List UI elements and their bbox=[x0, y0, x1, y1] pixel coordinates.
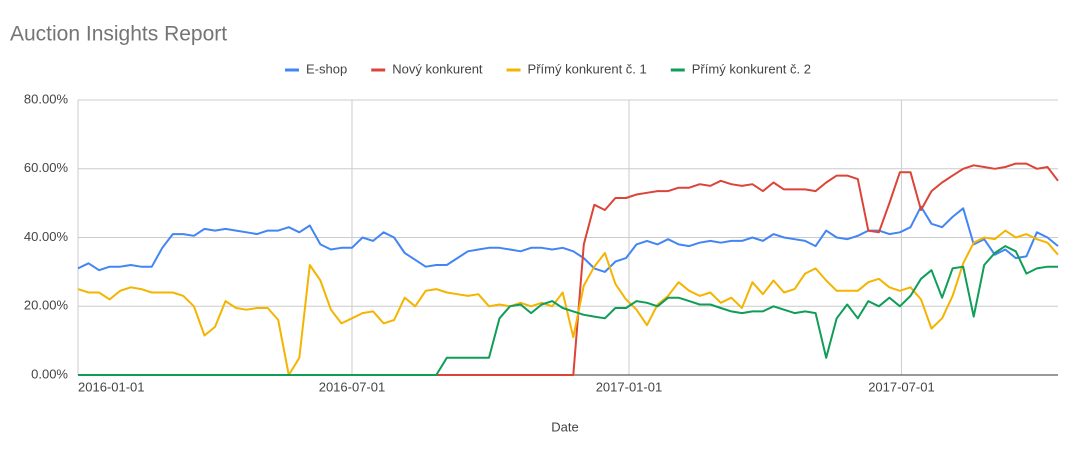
x-tick-label: 2016-01-01 bbox=[78, 379, 145, 394]
x-axis-label: Date bbox=[551, 419, 578, 434]
legend-label: Přímý konkurent č. 1 bbox=[528, 61, 647, 76]
legend-label: E-shop bbox=[306, 61, 347, 76]
y-tick-label: 40.00% bbox=[24, 229, 69, 244]
legend-label: Nový konkurent bbox=[392, 61, 483, 76]
series-line bbox=[77, 205, 1059, 273]
legend: E-shop Nový konkurent Přímý konkurent č. 1… bbox=[285, 61, 811, 76]
series-line bbox=[78, 245, 1058, 376]
legend-label: Přímý konkurent č. 2 bbox=[692, 61, 811, 76]
x-tick-label: 2016-07-01 bbox=[319, 379, 386, 394]
y-tick-label: 60.00% bbox=[24, 160, 69, 175]
y-tick-label: 0.00% bbox=[31, 366, 68, 381]
y-tick-label: 80.00% bbox=[24, 91, 69, 106]
y-tick-label: 20.00% bbox=[24, 298, 69, 313]
x-tick-label: 2017-07-01 bbox=[868, 379, 935, 394]
x-tick-label: 2017-01-01 bbox=[596, 379, 663, 394]
chart-title: Auction Insights Report bbox=[10, 23, 227, 46]
series-line bbox=[77, 229, 1059, 376]
